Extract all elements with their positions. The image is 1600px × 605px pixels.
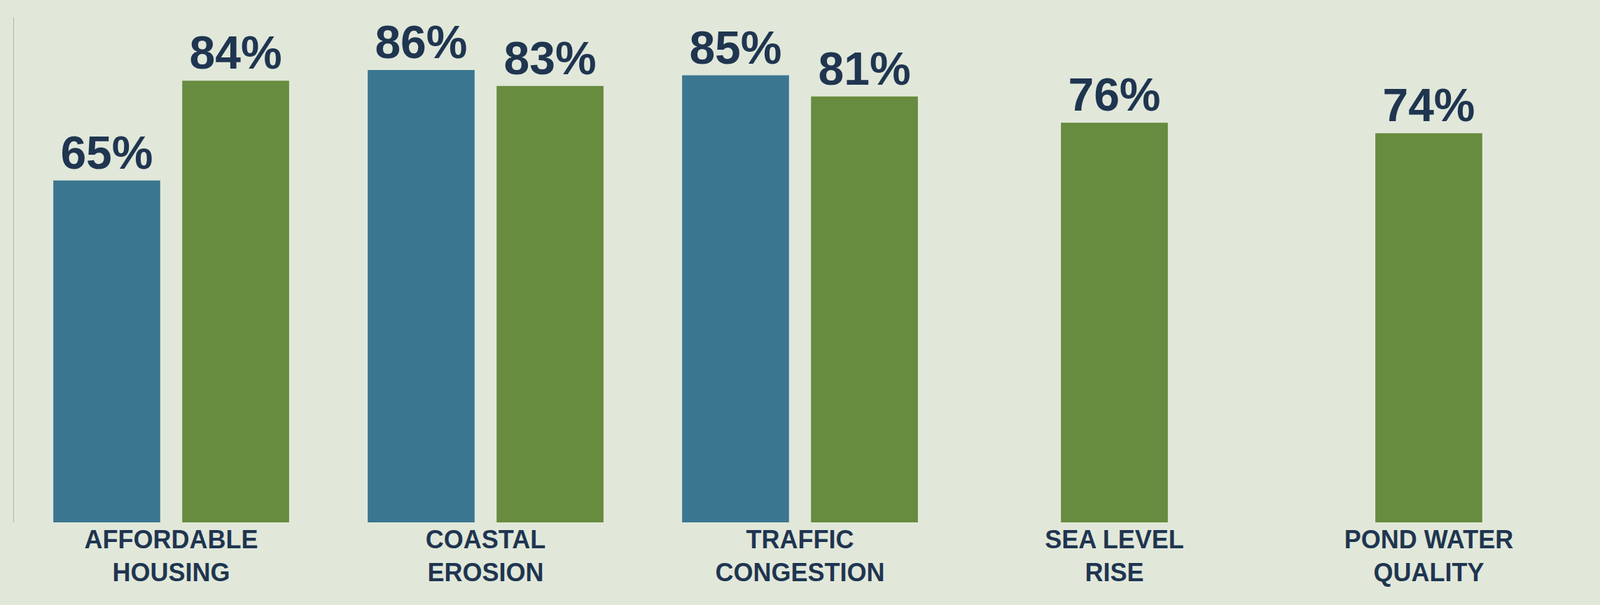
svg-text:SEA LEVELRISE: SEA LEVELRISE (1044, 525, 1185, 587)
svg-text:74%: 74% (1382, 79, 1475, 131)
svg-text:COASTALEROSION: COASTALEROSION (425, 525, 546, 587)
svg-text:POND WATERQUALITY: POND WATERQUALITY (1344, 525, 1514, 587)
svg-text:76%: 76% (1067, 68, 1161, 121)
svg-text:TRAFFICCONGESTION: TRAFFICCONGESTION (714, 525, 885, 587)
svg-text:85%: 85% (689, 21, 782, 74)
svg-text:83%: 83% (503, 32, 596, 85)
svg-text:AFFORDABLEHOUSING: AFFORDABLEHOUSING (84, 525, 259, 587)
svg-text:81%: 81% (817, 42, 911, 95)
svg-text:86%: 86% (374, 16, 468, 68)
svg-text:65%: 65% (60, 126, 153, 179)
svg-text:84%: 84% (189, 26, 282, 79)
